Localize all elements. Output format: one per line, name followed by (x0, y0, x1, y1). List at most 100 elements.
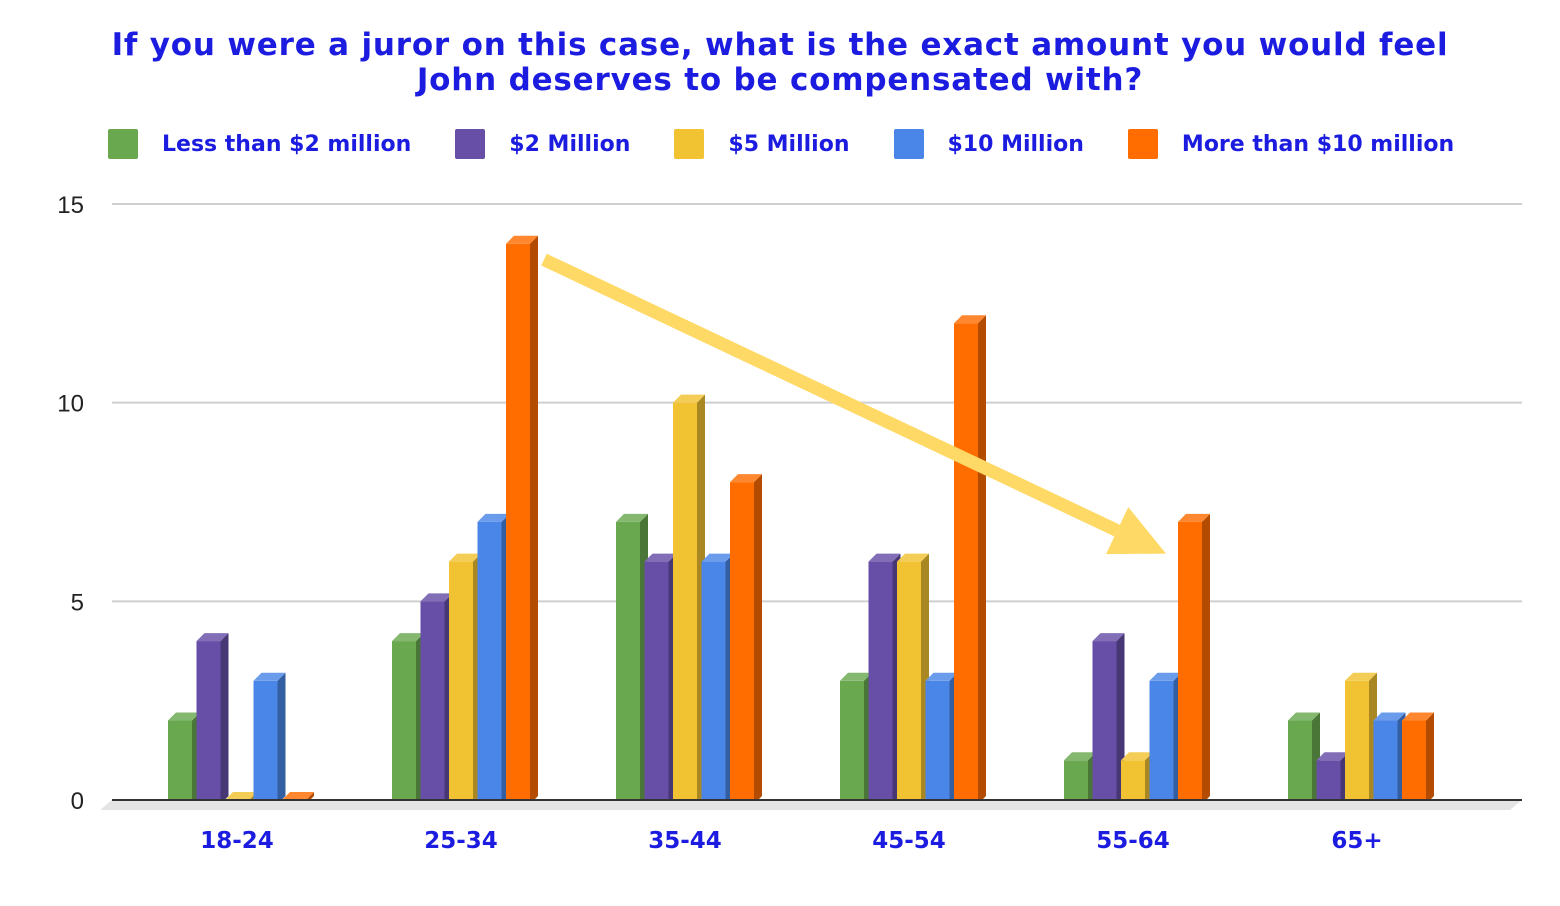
bar-top (1402, 712, 1434, 721)
bar (925, 672, 958, 804)
bar-top (1178, 513, 1210, 522)
bar-front (1092, 641, 1117, 804)
x-tick-label: 25-34 (424, 828, 498, 854)
bar-front (1149, 680, 1174, 804)
bar (392, 633, 424, 804)
bar (868, 553, 901, 804)
gridlines (112, 203, 1522, 603)
legend-item-more-than-10-million: More than $10 million (1127, 129, 1454, 159)
bar-side (1202, 513, 1210, 804)
bar-top (1345, 672, 1377, 681)
bar-top (1092, 633, 1125, 642)
legend-label: $2 Million (509, 131, 631, 157)
bar-front (897, 561, 921, 804)
chart-title-line-1: If you were a juror on this case, what i… (111, 27, 1449, 63)
bar-front (1288, 720, 1312, 804)
y-tick-label: 15 (57, 192, 84, 219)
bar-top (1288, 712, 1320, 721)
bar-front (392, 641, 416, 804)
bar-side (754, 474, 762, 804)
legend-item-less-than-2-million: Less than $2 million (108, 129, 411, 159)
bar-front (253, 680, 278, 804)
y-tick-label: 10 (57, 391, 84, 418)
bar-front (925, 680, 950, 804)
annotations (541, 253, 1166, 555)
bar (673, 394, 705, 804)
bar-top (1316, 752, 1349, 761)
legend-swatch (674, 129, 705, 159)
x-tick-label: 65+ (1331, 828, 1382, 854)
bar (1316, 752, 1349, 804)
bar-top (730, 474, 762, 483)
bar-top (168, 712, 200, 721)
bar-top (477, 513, 510, 522)
bar-front (1316, 760, 1341, 804)
bar-front (1178, 521, 1202, 804)
bar-front (420, 601, 445, 804)
bar-top (196, 633, 229, 642)
bar-side (978, 315, 986, 804)
bar (477, 513, 510, 804)
bar (1373, 712, 1406, 804)
bar (1092, 633, 1125, 804)
bar (420, 593, 453, 804)
bar-side (220, 633, 229, 804)
bar (449, 553, 481, 804)
bar (1402, 712, 1434, 804)
legend-swatch (455, 129, 486, 159)
bars (168, 235, 1434, 804)
bar-top (420, 593, 453, 602)
bar-top (282, 792, 314, 800)
x-tick-label: 45-54 (872, 828, 946, 854)
y-tick-label: 0 (71, 788, 84, 815)
bar-top (1373, 712, 1406, 721)
axes: 0 5 10 15 18-24 25-34 35-44 45-54 55-64 65+ (57, 192, 1522, 854)
bar-front (1373, 720, 1398, 804)
bar-front (701, 561, 726, 804)
legend-label: Less than $2 million (162, 131, 412, 157)
bar-top (868, 553, 901, 562)
legend: Less than $2 million $2 Million $5 Milli… (108, 128, 1498, 160)
bar (168, 712, 200, 804)
bar-front (1064, 760, 1088, 804)
legend-swatch (1127, 129, 1158, 159)
bar-top (644, 553, 677, 562)
legend-item-10-million: $10 Million (893, 129, 1084, 159)
bar-top (925, 672, 958, 681)
x-tick-label: 55-64 (1096, 828, 1170, 854)
bar-top (954, 315, 986, 324)
bar-front (477, 521, 502, 804)
bar (1178, 513, 1210, 804)
bar-top (673, 394, 705, 403)
bar-front (616, 521, 640, 804)
bar-front (196, 641, 221, 804)
bar (701, 553, 734, 804)
bar-top (225, 792, 257, 800)
legend-label: $5 Million (728, 131, 850, 157)
bar (840, 672, 872, 804)
bar-front (506, 243, 530, 804)
bar-front (868, 561, 893, 804)
bar (253, 672, 286, 804)
floor (100, 800, 1522, 810)
arrow-shaft (541, 253, 1120, 537)
legend-item-2-million: $2 Million (455, 129, 630, 159)
bar-top (616, 513, 648, 522)
bar-top (1064, 752, 1096, 761)
bar-front (673, 402, 697, 804)
bar-top (506, 235, 538, 244)
bar-side (1426, 712, 1434, 804)
bar (1345, 672, 1377, 804)
bar-top (392, 633, 424, 642)
chart-title: If you were a juror on this case, what i… (0, 28, 1560, 98)
legend-swatch (893, 129, 924, 159)
bar-front (954, 323, 978, 804)
bar (897, 553, 929, 804)
legend-label: $10 Million (947, 131, 1084, 157)
bar-side (277, 672, 286, 804)
bar-front (1402, 720, 1426, 804)
bar-front (644, 561, 669, 804)
bar (196, 633, 229, 804)
chart-title-line-2: John deserves to be compensated with? (416, 62, 1144, 98)
